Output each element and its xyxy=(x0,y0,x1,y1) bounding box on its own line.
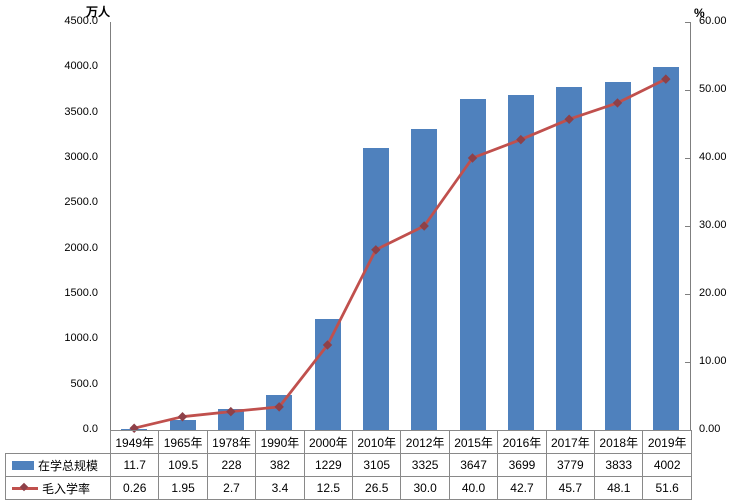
line-marker-2012年 xyxy=(419,221,429,231)
line-marker-1990年 xyxy=(274,402,284,412)
line-marker-2019年 xyxy=(661,74,671,84)
value-cell: 26.5 xyxy=(352,476,402,500)
left-axis-line xyxy=(110,22,111,430)
right-tick-label: 0.00 xyxy=(699,423,721,435)
right-tick-mark xyxy=(685,90,690,91)
value-cell: 12.5 xyxy=(303,476,354,500)
bar-2017年 xyxy=(556,87,583,430)
left-tick-label: 1500.0 xyxy=(64,287,98,299)
value-cell: 11.7 xyxy=(109,453,160,477)
bar-1965年 xyxy=(169,420,196,430)
left-tick-label: 2000.0 xyxy=(64,241,98,254)
value-cell: 1229 xyxy=(303,453,354,477)
bar-2012年 xyxy=(411,128,438,430)
right-tick-label: 50.00 xyxy=(699,83,727,95)
bar-2016年 xyxy=(507,94,534,430)
line-marker-2000年 xyxy=(322,340,333,350)
line-marker-2010年 xyxy=(371,245,381,255)
line-path xyxy=(133,77,667,430)
value-cell: 3833 xyxy=(594,453,644,477)
left-tick-label: 4500.0 xyxy=(64,15,98,27)
left-tick-label: 500.0 xyxy=(70,377,98,390)
value-cell: 3647 xyxy=(448,453,499,477)
right-tick-mark xyxy=(685,22,690,23)
bar-2010年 xyxy=(362,148,389,430)
bar-2018年 xyxy=(604,82,631,430)
value-cell: 3.4 xyxy=(255,476,305,500)
table-corner-spacer xyxy=(6,431,111,454)
value-cell: 4002 xyxy=(642,453,692,477)
value-cell: 3105 xyxy=(352,453,402,477)
left-tick-label: 3500.0 xyxy=(64,105,98,118)
value-cell: 2.7 xyxy=(206,476,257,500)
data-table: 1949年 1965年 1978年 1990年 2000年 2010年 2012年 2015年… xyxy=(5,430,692,500)
right-tick-label: 60.00 xyxy=(699,15,727,27)
value-cell: 109.5 xyxy=(158,453,208,477)
year-header-cell: 1965年 xyxy=(158,430,208,454)
right-tick-label: 20.00 xyxy=(699,287,727,299)
bar-1978年 xyxy=(217,409,244,430)
right-tick-mark xyxy=(685,158,690,159)
line-series xyxy=(129,74,671,433)
year-header-cell: 1949年 xyxy=(109,430,160,454)
line-marker-2018年 xyxy=(612,98,623,108)
value-cell: 382 xyxy=(255,453,305,477)
left-tick-label: 4000.0 xyxy=(64,60,98,73)
year-header-cell: 2010年 xyxy=(352,430,402,454)
left-tick-label: 2500.0 xyxy=(64,196,98,209)
line-marker-1965年 xyxy=(177,412,188,422)
value-cell: 1.95 xyxy=(158,476,208,500)
value-cell: 3779 xyxy=(545,453,596,477)
year-header-cell: 2000年 xyxy=(303,430,354,454)
year-header-cell: 2012年 xyxy=(400,430,450,454)
line-marker-2015年 xyxy=(467,153,478,163)
year-header-cell: 2018年 xyxy=(594,430,644,454)
value-cell: 3699 xyxy=(497,453,547,477)
right-axis-title: % xyxy=(694,6,705,20)
year-header-cell: 1990年 xyxy=(255,430,305,454)
right-axis-line xyxy=(690,22,691,430)
line-marker-2016年 xyxy=(516,134,526,145)
legend-label: 在学总规模 xyxy=(38,458,99,473)
value-cell: 45.7 xyxy=(545,476,596,500)
line-marker-2017年 xyxy=(564,114,574,124)
value-cell: 40.0 xyxy=(448,476,499,500)
right-tick-mark xyxy=(685,294,690,295)
bar-2000年 xyxy=(314,318,341,430)
right-tick-label: 10.00 xyxy=(699,355,727,367)
value-cell: 228 xyxy=(206,453,257,477)
bar-legend-swatch-icon xyxy=(12,460,34,470)
value-cell: 3325 xyxy=(400,453,450,477)
year-header-cell: 2017年 xyxy=(545,430,596,454)
legend-cell-bar-series: 在学总规模 xyxy=(5,453,111,477)
right-tick-label: 40.00 xyxy=(699,151,727,163)
right-tick-label: 30.00 xyxy=(699,219,727,231)
value-cell: 0.26 xyxy=(109,476,160,500)
legend-label: 毛入学率 xyxy=(42,481,91,496)
value-cell: 51.6 xyxy=(642,476,692,500)
legend-cell-line-series: 毛入学率 xyxy=(5,476,111,500)
year-header-cell: 2015年 xyxy=(448,430,499,454)
left-tick-label: 3000.0 xyxy=(64,151,98,163)
year-header-cell: 2019年 xyxy=(642,430,692,454)
bar-2019年 xyxy=(652,67,679,430)
plot-area xyxy=(110,22,690,433)
left-tick-label: 0.0 xyxy=(82,423,98,435)
left-tick-label: 1000.0 xyxy=(64,332,98,345)
value-cell: 48.1 xyxy=(594,476,644,500)
year-header-cell: 2016年 xyxy=(497,430,547,454)
right-tick-mark xyxy=(685,226,690,227)
left-axis-title: 万人 xyxy=(86,5,111,19)
value-cell: 42.7 xyxy=(497,476,547,500)
value-cell: 30.0 xyxy=(400,476,450,500)
year-header-cell: 1978年 xyxy=(206,430,257,454)
line-marker-1978年 xyxy=(226,406,236,417)
bar-1990年 xyxy=(266,395,293,430)
line-legend-swatch-icon xyxy=(12,482,38,493)
right-tick-mark xyxy=(685,362,690,363)
